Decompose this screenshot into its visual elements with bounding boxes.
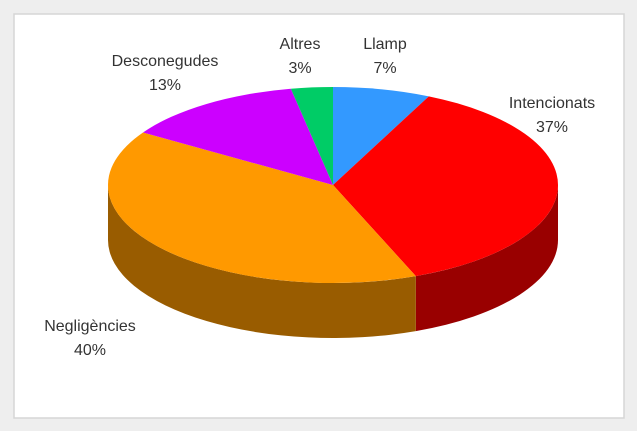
slice-value-label: 7% [373, 60, 396, 77]
slice-value-label: 40% [74, 342, 106, 359]
slice-side [415, 185, 558, 332]
slice-side [108, 185, 416, 338]
slice-label: Altres [280, 36, 321, 53]
slice-label: Llamp [363, 36, 407, 53]
slice-value-label: 13% [149, 77, 181, 94]
slice-value-label: 3% [288, 60, 311, 77]
slice [290, 87, 333, 185]
slice [107, 132, 416, 283]
slice-label: Intencionats [509, 95, 595, 112]
slice [143, 88, 333, 185]
slice [333, 87, 429, 185]
slice-label: Negligències [44, 318, 136, 335]
slice [333, 96, 558, 277]
slice-value-label: 37% [536, 119, 568, 136]
slice-label: Desconegudes [112, 53, 219, 70]
